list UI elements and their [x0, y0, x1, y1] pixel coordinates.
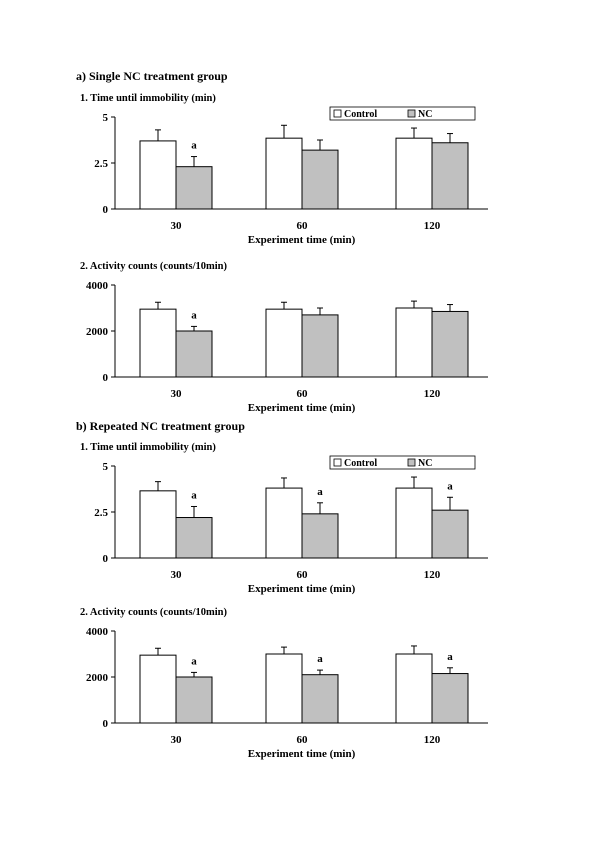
y-tick-label: 0 [103, 372, 109, 384]
control-bar [265, 137, 303, 210]
significance-label: a [317, 653, 323, 665]
y-tick-label: 2000 [86, 672, 109, 684]
x-tick-label: 120 [424, 388, 441, 400]
y-tick-label: 4000 [86, 280, 109, 292]
significance-label: a [447, 480, 453, 492]
legend: Control NC [329, 106, 476, 121]
panel-title-activity-single: 2. Activity counts (counts/10min) [80, 261, 227, 272]
legend-box [329, 455, 476, 470]
control-bar [139, 490, 177, 559]
x-tick-label: 30 [171, 388, 183, 400]
x-axis-label: Experiment time (min) [248, 402, 356, 414]
control-bar [395, 487, 433, 559]
nc-bar [175, 676, 213, 724]
chart-activity-repeated: 0 2000 4000 30 60 120 a a a Experiment time (min) [86, 626, 488, 760]
x-tick-label: 120 [424, 220, 441, 232]
legend-label: NC [418, 109, 432, 120]
y-tick-label: 0 [103, 204, 109, 216]
panel-title-immobility-single: 1. Time until immobility (min) [80, 93, 216, 104]
control-bar [395, 307, 433, 378]
nc-bar [175, 330, 213, 378]
y-tick-label: 2000 [86, 326, 109, 338]
section-title-single: a) Single NC treatment group [76, 69, 228, 83]
x-tick-label: 60 [297, 734, 309, 746]
x-axis-label: Experiment time (min) [248, 748, 356, 760]
nc-bar [301, 513, 339, 559]
significance-label: a [191, 655, 197, 667]
x-tick-label: 30 [171, 220, 183, 232]
significance-label: a [317, 486, 323, 498]
nc-bar [431, 509, 469, 559]
legend-label: Control [344, 109, 377, 120]
significance-label: a [191, 309, 197, 321]
y-tick-label: 0 [103, 718, 109, 730]
x-tick-label: 30 [171, 734, 183, 746]
nc-bar [431, 673, 469, 724]
nc-bar [175, 166, 213, 210]
control-bar [139, 654, 177, 724]
nc-legend-swatch [407, 458, 416, 467]
control-bar [265, 487, 303, 559]
significance-label: a [191, 140, 197, 152]
control-bar [265, 308, 303, 378]
y-tick-label: 4000 [86, 626, 109, 638]
y-tick-label: 5 [103, 112, 109, 124]
nc-bar [431, 142, 469, 210]
control-bar [265, 653, 303, 724]
x-tick-label: 60 [297, 220, 309, 232]
control-bar [139, 308, 177, 378]
x-tick-label: 60 [297, 388, 309, 400]
x-axis-label: Experiment time (min) [248, 583, 356, 595]
significance-label: a [191, 489, 197, 501]
nc-bar [301, 149, 339, 210]
x-tick-label: 120 [424, 734, 441, 746]
control-legend-swatch [333, 458, 342, 467]
legend-label: Control [344, 458, 377, 469]
y-tick-label: 2.5 [94, 158, 108, 170]
control-bar [139, 140, 177, 210]
chart-immobility-single: 0 2.5 5 30 60 120 a Experiment time (min) Contro… [94, 106, 488, 246]
chart-activity-single: 0 2000 4000 30 60 120 a Experiment time (min) [86, 280, 488, 414]
y-tick-label: 5 [103, 461, 109, 473]
x-tick-label: 30 [171, 569, 183, 581]
nc-bar [301, 674, 339, 724]
nc-bar [301, 314, 339, 378]
significance-label: a [447, 651, 453, 663]
x-tick-label: 120 [424, 569, 441, 581]
x-axis-label: Experiment time (min) [248, 234, 356, 246]
control-bar [395, 137, 433, 210]
legend: Control NC [329, 455, 476, 470]
nc-bar [175, 517, 213, 559]
legend-label: NC [418, 458, 432, 469]
y-tick-label: 0 [103, 553, 109, 565]
panel-title-immobility-repeated: 1. Time until immobility (min) [80, 442, 216, 453]
nc-legend-swatch [407, 109, 416, 118]
chart-immobility-repeated: 0 2.5 5 30 60 120 a a a Experiment time (min) Cont… [94, 455, 488, 595]
legend-box [329, 106, 476, 121]
panel-title-activity-repeated: 2. Activity counts (counts/10min) [80, 607, 227, 618]
section-title-repeated: b) Repeated NC treatment group [76, 419, 245, 433]
control-bar [395, 653, 433, 724]
control-legend-swatch [333, 109, 342, 118]
nc-bar [431, 310, 469, 378]
x-tick-label: 60 [297, 569, 309, 581]
y-tick-label: 2.5 [94, 507, 108, 519]
